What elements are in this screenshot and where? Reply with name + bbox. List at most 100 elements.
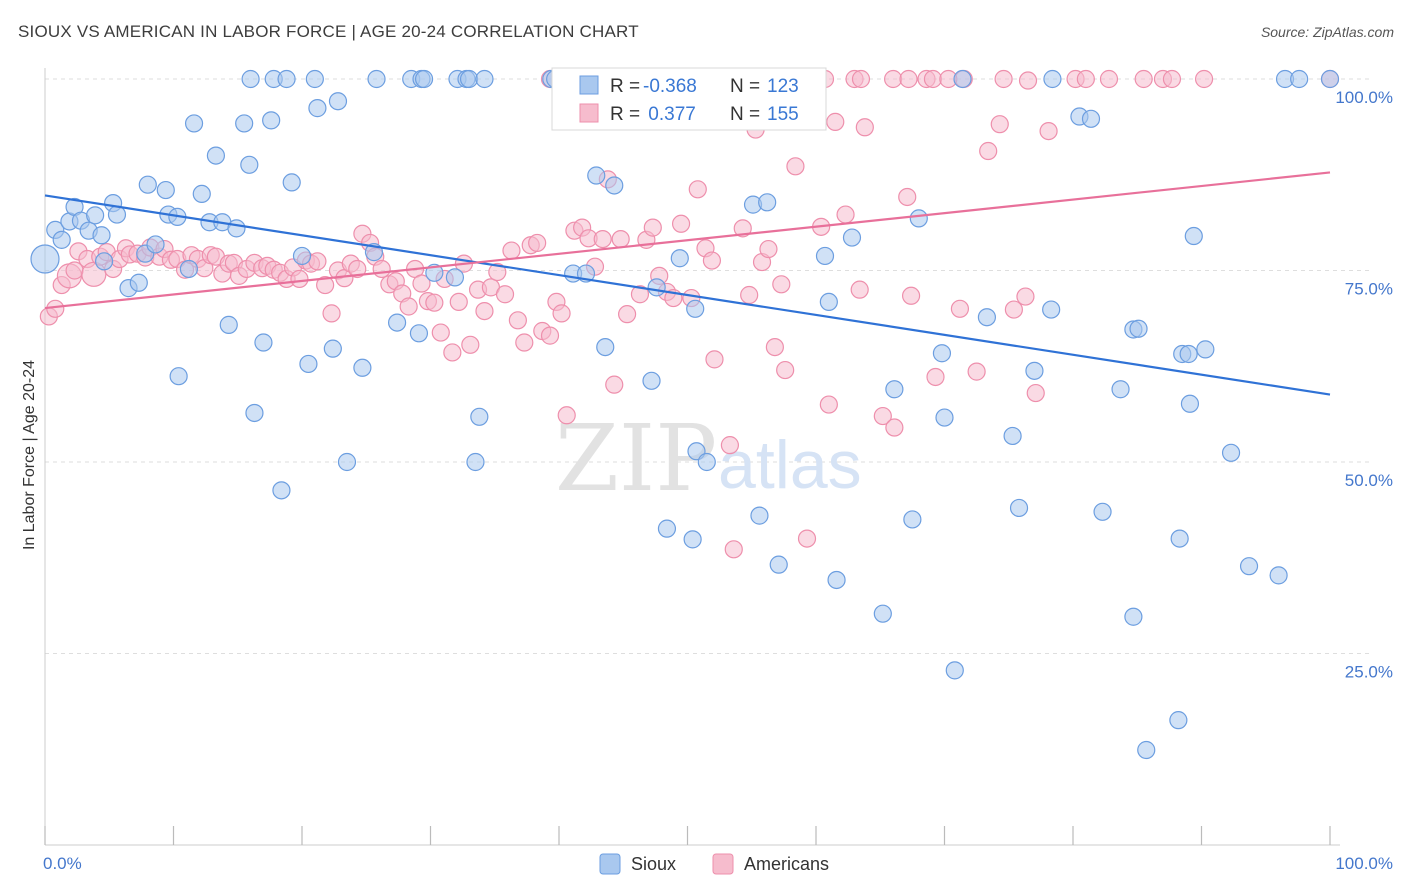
y-axis-title: In Labor Force | Age 20-24 <box>21 360 38 550</box>
sioux-point <box>1137 740 1156 760</box>
americans-point <box>322 304 341 323</box>
americans-point <box>1039 121 1058 141</box>
sioux-point <box>328 92 348 111</box>
sioux-point <box>292 246 312 266</box>
americans-point <box>1162 69 1182 89</box>
americans-point <box>643 218 662 237</box>
americans-point <box>618 305 637 324</box>
data-points <box>30 69 1340 760</box>
americans-point <box>836 205 855 224</box>
source-label: Source: ZipAtlas.com <box>1260 24 1394 40</box>
sioux-point <box>414 69 434 89</box>
sioux-point <box>750 506 769 525</box>
sioux-point <box>827 570 846 590</box>
sioux-point <box>1093 502 1112 521</box>
americans-point <box>772 275 791 294</box>
sioux-point <box>184 114 204 133</box>
americans-point <box>461 335 480 354</box>
americans-point <box>979 141 998 161</box>
americans-point <box>851 69 871 89</box>
americans-point <box>926 367 945 387</box>
sioux-point <box>1221 443 1241 462</box>
sioux-point <box>92 226 111 245</box>
sioux-point <box>241 69 260 89</box>
americans-n-value: 155 <box>767 104 799 125</box>
sioux-point <box>769 555 788 574</box>
tick-labels: 100.0% 75.0% 50.0% 25.0% 0.0% 100.0% <box>43 88 1393 873</box>
americans-r-label: R = <box>610 104 640 125</box>
legend-americans-label: Americans <box>744 854 829 874</box>
sioux-point <box>240 155 259 174</box>
americans-point <box>826 112 845 131</box>
sioux-point <box>596 338 615 357</box>
sioux-n-value: 123 <box>767 76 799 97</box>
sioux-point <box>192 184 211 203</box>
sioux-point <box>179 259 199 279</box>
sioux-point <box>219 315 238 334</box>
watermark-atlas: atlas <box>718 427 862 503</box>
americans-point <box>720 436 740 455</box>
sioux-point <box>1129 319 1148 338</box>
y-tick-label: 25.0% <box>1345 663 1393 682</box>
sioux-point <box>129 273 148 292</box>
sioux-point <box>1124 607 1143 626</box>
americans-point <box>1016 287 1035 306</box>
sioux-trend-line <box>44 194 1331 396</box>
sioux-point <box>885 380 904 399</box>
y-tick-label: 100.0% <box>1335 88 1393 107</box>
sioux-point <box>353 358 372 377</box>
americans-point <box>412 274 431 293</box>
americans-point <box>431 323 450 342</box>
americans-point <box>1076 69 1095 89</box>
americans-point <box>528 233 547 253</box>
sioux-point <box>935 408 954 427</box>
sioux-point <box>953 69 972 89</box>
americans-point <box>502 241 521 260</box>
americans-point <box>316 275 335 295</box>
watermark: ZIP atlas <box>555 405 862 512</box>
americans-point <box>605 375 624 394</box>
sioux-point <box>337 452 357 472</box>
sioux-r-value: -0.368 <box>643 76 697 97</box>
sioux-point <box>642 371 661 390</box>
americans-point <box>495 285 515 304</box>
americans-point <box>1099 69 1119 89</box>
sioux-point <box>1009 498 1029 518</box>
americans-point <box>797 529 817 548</box>
americans-point <box>899 69 918 89</box>
americans-point <box>671 214 691 233</box>
sioux-point <box>587 166 606 185</box>
sioux-point <box>52 230 71 249</box>
sioux-point <box>245 403 264 423</box>
americans-point <box>990 115 1009 134</box>
americans-r-value: 0.377 <box>643 104 696 125</box>
sioux-point <box>107 205 127 224</box>
americans-point <box>883 69 903 89</box>
sioux-swatch <box>579 75 599 95</box>
series-legend: Sioux Americans <box>599 853 829 875</box>
sioux-point <box>932 344 952 363</box>
sioux-point <box>138 175 157 194</box>
sioux-point <box>670 249 689 268</box>
sioux-point <box>299 354 318 374</box>
sioux-point <box>277 69 296 89</box>
sioux-point <box>815 246 835 266</box>
legend-sioux-label: Sioux <box>631 854 676 874</box>
sioux-point <box>30 244 60 274</box>
americans-point <box>552 304 571 323</box>
sioux-point <box>466 452 485 472</box>
americans-point <box>765 338 784 357</box>
sioux-point <box>305 69 324 89</box>
sioux-point <box>683 530 702 549</box>
sioux-point <box>445 268 465 287</box>
sioux-point <box>308 99 327 118</box>
americans-point <box>488 262 507 282</box>
stats-legend: R = -0.368 N = 123 R = 0.377 N = 155 <box>551 67 827 131</box>
sioux-point <box>1196 340 1215 359</box>
americans-swatch <box>579 103 599 123</box>
sioux-point <box>235 114 254 133</box>
americans-point <box>630 285 650 304</box>
sioux-point <box>323 339 342 358</box>
sioux-point <box>425 263 444 282</box>
sioux-point <box>146 235 165 254</box>
